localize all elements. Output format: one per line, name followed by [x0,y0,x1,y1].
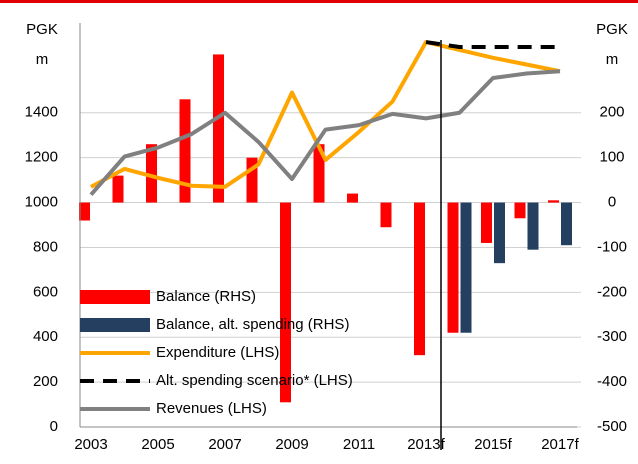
bar [179,99,191,203]
y2-axis-label: PGK [596,21,628,38]
y-axis-label: PGK [26,21,58,38]
bar [494,202,505,264]
legend-label: Alt. spending scenario* (LHS) [156,372,353,389]
y2-tick-label: 0 [608,194,616,211]
bar [313,144,325,203]
bar [514,202,526,219]
y-tick-label: 400 [33,328,58,345]
x-tick-label: 2015f [474,436,512,453]
x-tick-label: 2013f [407,436,445,453]
bar [527,202,539,250]
y2-tick-label: 100 [599,149,624,166]
legend-label: Balance (RHS) [156,288,256,305]
x-tick-label: 2009 [275,436,308,453]
line [90,40,561,189]
y2-tick-label: -300 [597,328,627,345]
y2-tick-label: -100 [597,238,627,255]
legend-label: Revenues (LHS) [156,400,267,417]
bar [146,144,157,203]
y2-tick-label: -500 [597,418,627,435]
x-tick-label: 2007 [208,436,241,453]
y-tick-label: 200 [33,373,58,390]
bar [447,202,459,333]
y-tick-label: 1200 [25,149,58,166]
legend-swatch [80,318,150,332]
legend-swatch [80,290,150,304]
bar [414,202,425,356]
y2-tick-label: -400 [597,373,627,390]
bar [213,54,224,203]
y2-tick-label: 200 [599,104,624,121]
x-tick-label: 2005 [141,436,174,453]
x-tick-label: 2003 [74,436,107,453]
y-tick-label: 1000 [25,194,58,211]
bar [380,202,392,228]
bar [561,202,572,246]
y2-axis-label: m [606,51,619,68]
bar [112,175,124,203]
legend-label: Expenditure (LHS) [156,344,279,361]
legend-label: Balance, alt. spending (RHS) [156,316,349,333]
bar [548,200,559,203]
bar [460,202,472,333]
line [89,69,561,197]
bar [79,202,90,221]
x-tick-label: 2017f [541,436,579,453]
y-tick-label: 600 [33,283,58,300]
bar [246,157,258,203]
x-tick-label: 2011 [343,436,375,453]
bar [347,193,358,203]
y-tick-label: 1400 [25,104,58,121]
y-tick-label: 800 [33,238,58,255]
top-rule [0,0,638,3]
bar [280,202,291,403]
bar [481,202,492,243]
y2-tick-label: -200 [597,283,627,300]
y-axis-label: m [36,51,49,68]
y-tick-label: 0 [50,418,58,435]
